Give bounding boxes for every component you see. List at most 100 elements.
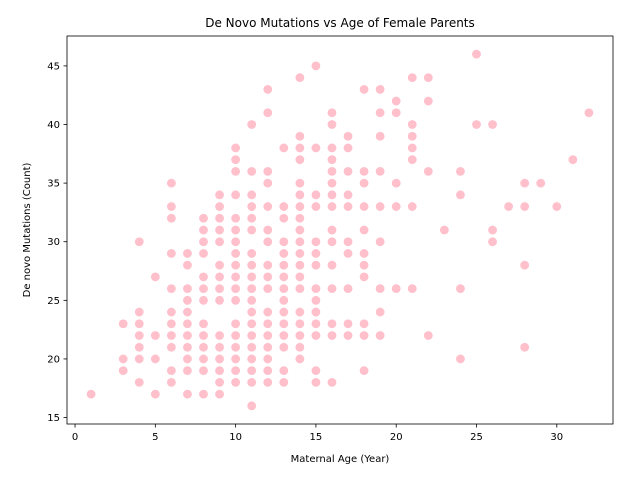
scatter-point bbox=[375, 202, 385, 211]
scatter-point bbox=[183, 354, 192, 364]
scatter-point bbox=[520, 342, 530, 352]
scatter-point bbox=[375, 237, 385, 247]
scatter-point bbox=[247, 190, 257, 200]
scatter-point bbox=[166, 178, 176, 188]
scatter-point bbox=[327, 284, 337, 294]
scatter-point bbox=[231, 354, 241, 364]
scatter-point bbox=[359, 260, 369, 270]
scatter-point bbox=[520, 260, 530, 270]
scatter-point bbox=[231, 143, 241, 153]
scatter-point bbox=[423, 166, 433, 176]
scatter-point bbox=[166, 213, 176, 223]
scatter-point bbox=[359, 166, 369, 176]
scatter-point bbox=[584, 108, 594, 118]
scatter-point bbox=[327, 108, 337, 118]
scatter-point bbox=[407, 143, 417, 153]
scatter-point bbox=[263, 84, 273, 94]
scatter-point bbox=[327, 143, 337, 153]
scatter-point bbox=[311, 295, 321, 305]
scatter-point bbox=[327, 120, 337, 129]
scatter-point bbox=[247, 225, 257, 235]
scatter-point bbox=[456, 354, 465, 364]
scatter-point bbox=[134, 342, 144, 352]
scatter-point bbox=[279, 366, 289, 376]
scatter-point bbox=[279, 284, 289, 294]
scatter-point bbox=[423, 331, 433, 340]
scatter-point bbox=[183, 284, 192, 294]
scatter-point bbox=[311, 237, 321, 247]
scatter-point bbox=[279, 237, 289, 247]
scatter-point bbox=[134, 319, 144, 329]
scatter-point bbox=[375, 84, 385, 94]
scatter-point bbox=[263, 319, 273, 329]
scatter-point bbox=[520, 202, 530, 211]
scatter-point bbox=[311, 284, 321, 294]
scatter-point bbox=[247, 331, 257, 340]
scatter-point bbox=[247, 354, 257, 364]
scatter-point bbox=[295, 307, 305, 317]
scatter-point bbox=[231, 225, 241, 235]
scatter-point bbox=[231, 295, 241, 305]
scatter-point bbox=[166, 307, 176, 317]
scatter-point bbox=[439, 225, 449, 235]
scatter-point bbox=[311, 331, 321, 340]
scatter-point bbox=[423, 73, 433, 83]
scatter-point bbox=[247, 249, 257, 258]
scatter-point bbox=[134, 331, 144, 340]
scatter-point bbox=[391, 284, 401, 294]
scatter-point bbox=[359, 331, 369, 340]
scatter-point bbox=[263, 225, 273, 235]
scatter-point bbox=[327, 237, 337, 247]
scatter-point bbox=[343, 166, 353, 176]
scatter-point bbox=[343, 249, 353, 258]
scatter-point bbox=[488, 225, 497, 235]
scatter-point bbox=[359, 272, 369, 282]
scatter-point bbox=[215, 272, 224, 282]
scatter-point bbox=[231, 237, 241, 247]
scatter-point bbox=[311, 190, 321, 200]
scatter-point bbox=[215, 342, 224, 352]
scatter-point bbox=[263, 260, 273, 270]
scatter-point bbox=[343, 319, 353, 329]
scatter-point bbox=[295, 272, 305, 282]
scatter-point bbox=[407, 155, 417, 165]
scatter-point bbox=[183, 307, 192, 317]
scatter-point bbox=[247, 272, 257, 282]
scatter-point bbox=[311, 307, 321, 317]
scatter-point bbox=[359, 249, 369, 258]
scatter-point bbox=[407, 131, 417, 141]
scatter-point bbox=[231, 319, 241, 329]
scatter-point bbox=[504, 202, 514, 211]
scatter-point bbox=[231, 331, 241, 340]
scatter-point bbox=[295, 331, 305, 340]
scatter-point bbox=[247, 366, 257, 376]
scatter-point bbox=[247, 213, 257, 223]
scatter-point bbox=[166, 331, 176, 340]
scatter-point bbox=[359, 84, 369, 94]
scatter-point bbox=[327, 319, 337, 329]
scatter-point bbox=[279, 377, 289, 387]
scatter-point bbox=[295, 202, 305, 211]
scatter-point bbox=[263, 202, 273, 211]
x-tick-label: 30 bbox=[550, 432, 563, 443]
scatter-point bbox=[215, 237, 224, 247]
scatter-point bbox=[375, 166, 385, 176]
scatter-point bbox=[183, 319, 192, 329]
scatter-point bbox=[166, 202, 176, 211]
scatter-point bbox=[343, 284, 353, 294]
scatter-point bbox=[247, 319, 257, 329]
scatter-point bbox=[215, 213, 224, 223]
scatter-point bbox=[215, 190, 224, 200]
scatter-point bbox=[215, 366, 224, 376]
scatter-point bbox=[247, 120, 257, 129]
scatter-point bbox=[295, 249, 305, 258]
y-tick-label: 35 bbox=[47, 179, 60, 190]
y-tick-label: 30 bbox=[47, 237, 60, 248]
scatter-point bbox=[488, 120, 497, 129]
scatter-point bbox=[343, 202, 353, 211]
scatter-point bbox=[263, 377, 273, 387]
scatter-point bbox=[247, 166, 257, 176]
scatter-point bbox=[568, 155, 578, 165]
scatter-point bbox=[391, 202, 401, 211]
scatter-point bbox=[199, 249, 208, 258]
